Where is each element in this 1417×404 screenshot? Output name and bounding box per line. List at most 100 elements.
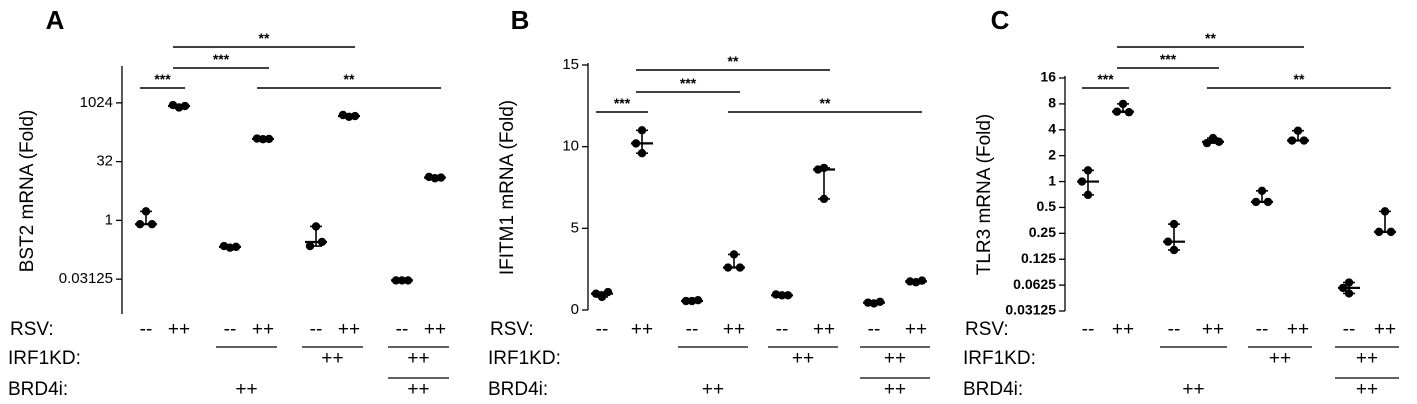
panel-letter: C xyxy=(991,5,1010,35)
condition-value: -- xyxy=(310,319,323,340)
significance-label: *** xyxy=(213,51,230,67)
condition-group-value: ++ xyxy=(884,379,906,400)
panel-c: C 16 8 4 2 1 0.5 0.25 0.125 0.0625 0.03125 TLR3 mRN… xyxy=(963,5,1399,400)
data-point xyxy=(1344,278,1354,287)
condition-group-value: ++ xyxy=(1182,379,1204,400)
condition-row-label: IRF1KD: xyxy=(488,348,561,369)
y-tick-label: 0.5 xyxy=(1037,198,1057,214)
condition-row-label: BRD4i: xyxy=(963,379,1023,400)
data-group xyxy=(391,276,413,285)
data-point xyxy=(637,149,647,158)
data-group xyxy=(168,100,190,112)
y-tick-label: 1 xyxy=(105,211,113,228)
data-point xyxy=(1208,133,1218,143)
data-point xyxy=(1293,126,1303,135)
y-tick-label: 0.0625 xyxy=(1013,276,1056,292)
data-group xyxy=(1287,126,1309,145)
data-group xyxy=(1112,99,1134,117)
condition-value: -- xyxy=(140,319,153,340)
data-group xyxy=(1251,186,1273,207)
data-group xyxy=(135,207,157,229)
condition-value: ++ xyxy=(723,319,745,340)
data-point xyxy=(1083,166,1093,175)
data-point xyxy=(729,250,739,259)
significance-label: *** xyxy=(1097,71,1114,87)
condition-row-label: IRF1KD: xyxy=(963,348,1036,369)
condition-row-label: RSV: xyxy=(965,319,1009,340)
y-tick-label: 32 xyxy=(96,153,113,170)
data-point xyxy=(637,126,647,135)
y-axis-title: TLR3 mRNA (Fold) xyxy=(974,114,995,276)
condition-value: ++ xyxy=(631,319,653,340)
condition-value: ++ xyxy=(168,319,190,340)
data-group xyxy=(305,222,327,251)
panel-letter: B xyxy=(511,5,530,35)
data-group xyxy=(1202,133,1224,148)
data-group xyxy=(338,110,360,121)
data-point xyxy=(1169,245,1179,255)
data-group xyxy=(863,297,885,308)
data-group xyxy=(1338,278,1360,298)
condition-value: ++ xyxy=(338,319,360,340)
y-tick-label: 4 xyxy=(1048,120,1056,136)
condition-value: ++ xyxy=(1202,319,1224,340)
data-point xyxy=(1118,99,1128,109)
data-group xyxy=(219,241,241,252)
condition-value: ++ xyxy=(1374,319,1396,340)
data-group xyxy=(1374,207,1396,237)
panel-letter: A xyxy=(46,5,65,35)
data-point xyxy=(1257,186,1267,196)
data-group xyxy=(681,296,703,306)
y-tick-label: 1 xyxy=(1048,172,1056,188)
y-tick-label: 5 xyxy=(571,219,579,236)
data-group xyxy=(813,163,835,204)
condition-value: -- xyxy=(1343,319,1356,340)
y-axis-title: BST2 mRNA (Fold) xyxy=(17,110,38,273)
condition-value: -- xyxy=(776,319,789,340)
significance-label: ** xyxy=(344,71,355,87)
y-tick-label: 16 xyxy=(1040,69,1056,85)
condition-group-value: ++ xyxy=(792,348,814,369)
significance-label: ** xyxy=(259,30,270,46)
condition-row-label: IRF1KD: xyxy=(8,348,81,369)
significance-label: ** xyxy=(728,53,739,69)
significance-label: ** xyxy=(820,95,831,111)
y-tick-label: 1024 xyxy=(80,94,113,111)
y-tick-label: 15 xyxy=(562,56,579,73)
y-tick-label: 0 xyxy=(571,301,579,318)
y-tick-label: 0.03125 xyxy=(59,270,113,287)
data-point xyxy=(1344,289,1354,298)
data-group xyxy=(723,250,745,272)
condition-group-value: ++ xyxy=(1356,348,1378,369)
condition-value: -- xyxy=(1082,319,1095,340)
data-point xyxy=(1083,190,1093,200)
condition-value: -- xyxy=(686,319,699,340)
condition-value: ++ xyxy=(905,319,927,340)
y-tick-label: 8 xyxy=(1048,95,1056,111)
condition-value: ++ xyxy=(1112,319,1134,340)
condition-row-label: BRD4i: xyxy=(8,379,68,400)
condition-group-value: ++ xyxy=(407,379,429,400)
data-point xyxy=(1380,207,1390,216)
data-group xyxy=(771,290,793,300)
condition-row-label: BRD4i: xyxy=(488,379,548,400)
y-tick-label: 0.125 xyxy=(1021,250,1056,266)
data-point xyxy=(1169,219,1179,229)
condition-value: ++ xyxy=(252,319,274,340)
condition-value: -- xyxy=(868,319,881,340)
condition-group-value: ++ xyxy=(702,379,724,400)
data-point xyxy=(305,241,315,251)
condition-value: -- xyxy=(1256,319,1269,340)
data-group xyxy=(1163,219,1185,255)
condition-group-value: ++ xyxy=(884,348,906,369)
data-point xyxy=(311,222,321,231)
significance-label: *** xyxy=(614,95,631,111)
significance-label: ** xyxy=(1205,30,1216,46)
data-group xyxy=(252,134,274,144)
data-point xyxy=(1202,138,1212,148)
condition-value: -- xyxy=(1168,319,1181,340)
condition-group-value: ++ xyxy=(235,379,257,400)
